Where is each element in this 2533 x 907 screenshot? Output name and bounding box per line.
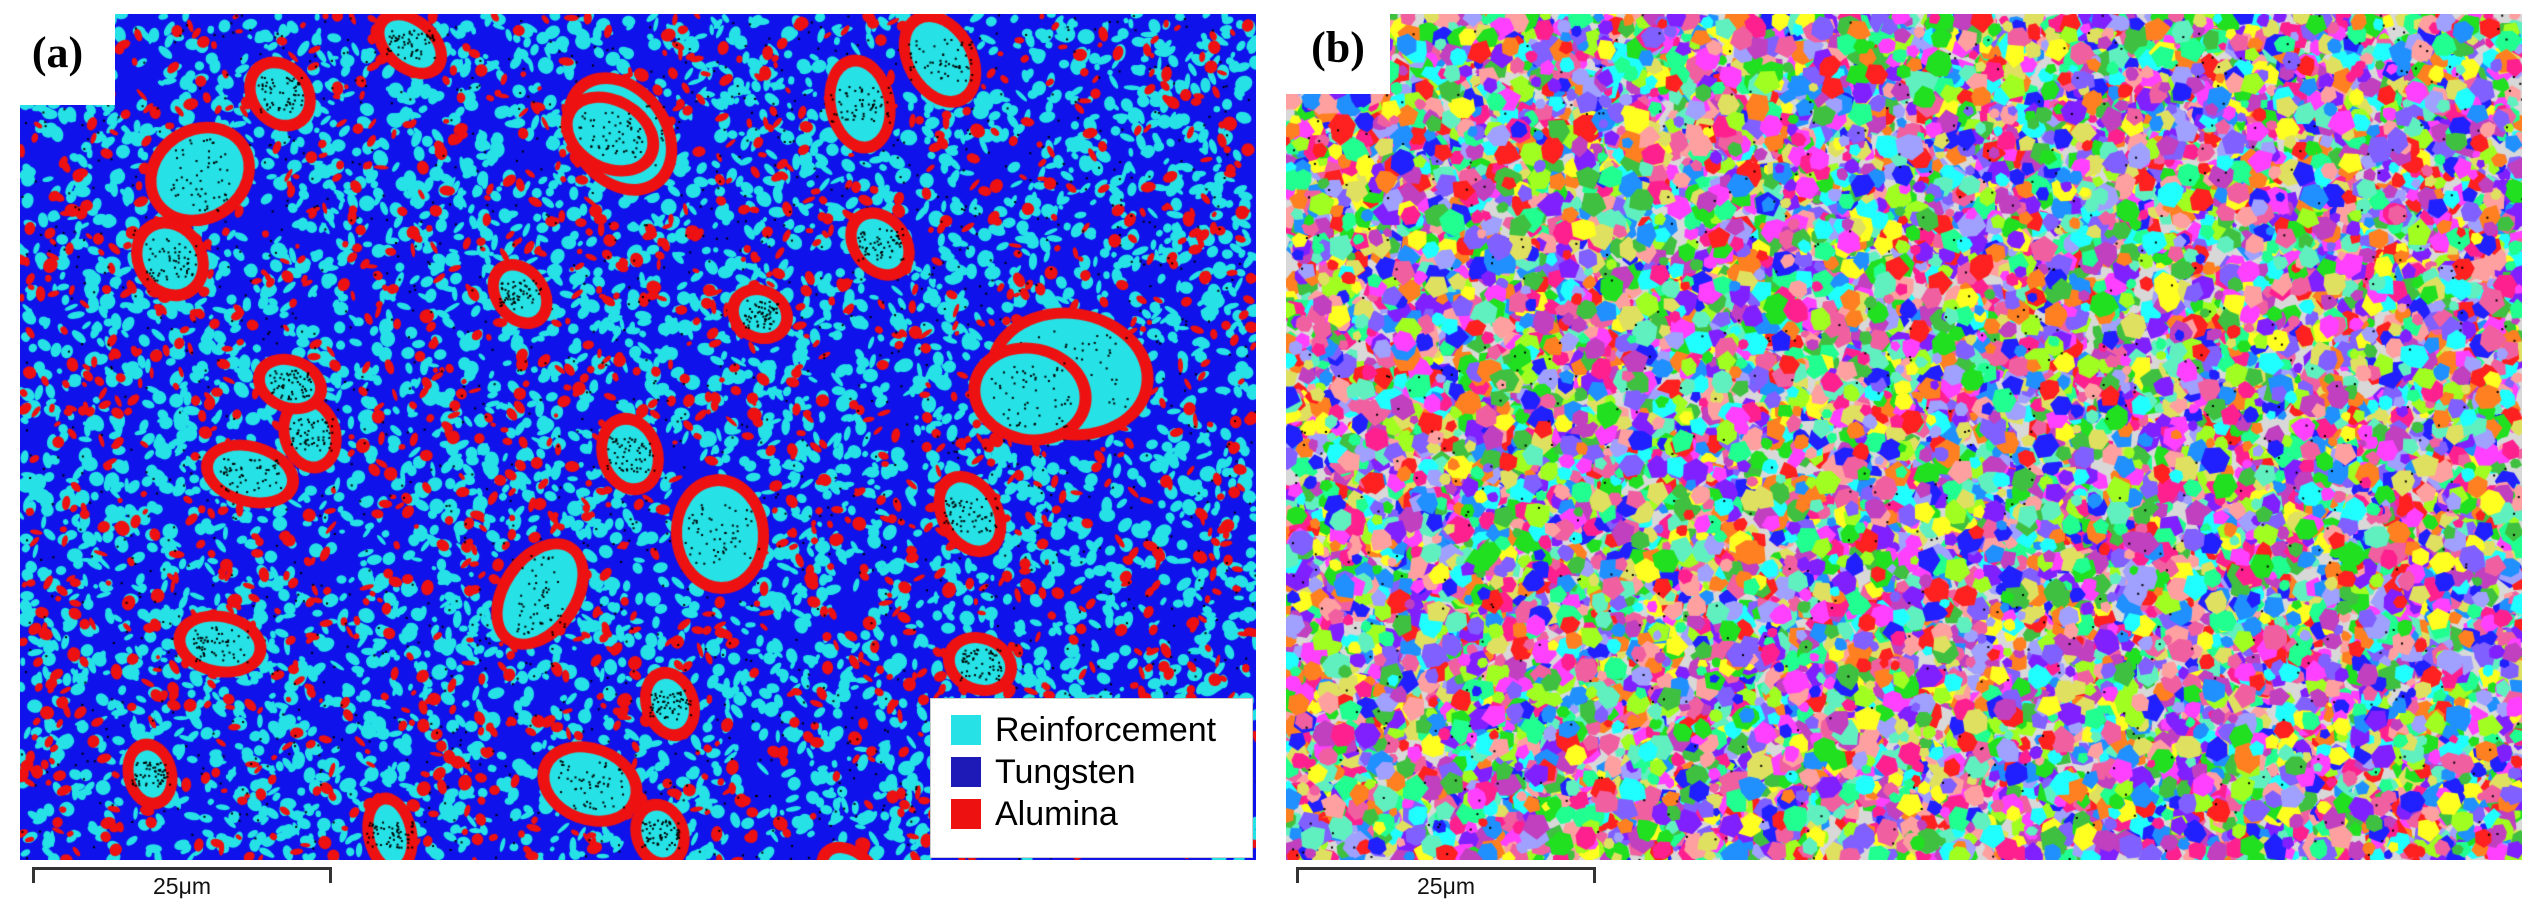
panel-label-b: (b) (1286, 0, 1390, 94)
scale-line (32, 867, 332, 870)
scale-bar-label: 25μm (153, 873, 211, 899)
phase-map-image: Reinforcement Tungsten Alumina (20, 14, 1256, 860)
legend-swatch-alumina (951, 799, 981, 829)
legend-label: Tungsten (995, 752, 1136, 791)
panel-label-a-text: (a) (31, 28, 84, 77)
legend-swatch-reinforcement (951, 715, 981, 745)
scale-tick-left (1296, 867, 1299, 883)
scale-tick-left (32, 867, 35, 883)
legend-label: Reinforcement (995, 710, 1217, 749)
legend-item-alumina: Alumina (951, 793, 1252, 835)
scale-bar-b: 25μm (1296, 867, 1596, 899)
scale-tick-right (1593, 867, 1596, 883)
scale-tick-right (329, 867, 332, 883)
orientation-map-image (1286, 14, 2522, 860)
panel-label-a: (a) (0, 0, 115, 105)
phase-legend: Reinforcement Tungsten Alumina (930, 698, 1253, 858)
legend-item-reinforcement: Reinforcement (951, 709, 1252, 751)
scale-bar-label: 25μm (1417, 873, 1475, 899)
scale-bar-a: 25μm (32, 867, 332, 899)
legend-label: Alumina (995, 794, 1118, 833)
legend-item-tungsten: Tungsten (951, 751, 1252, 793)
scale-line (1296, 867, 1596, 870)
orientation-map-canvas (1286, 14, 2522, 860)
legend-swatch-tungsten (951, 757, 981, 787)
panel-label-b-text: (b) (1311, 22, 1365, 72)
